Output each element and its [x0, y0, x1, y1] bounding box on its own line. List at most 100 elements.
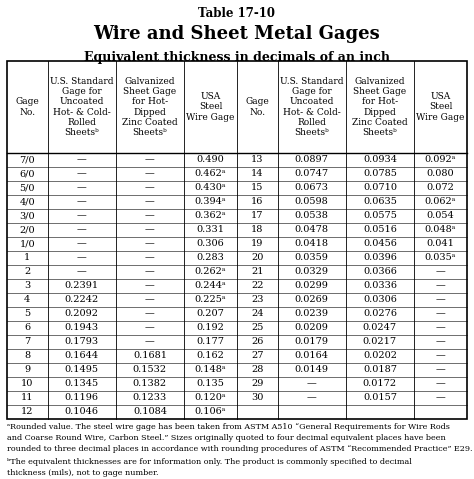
- Text: 2: 2: [24, 267, 30, 276]
- Text: —: —: [307, 379, 317, 388]
- Text: 13: 13: [251, 156, 264, 164]
- Text: 0.148ᵃ: 0.148ᵃ: [195, 365, 226, 375]
- Text: —: —: [436, 379, 446, 388]
- Text: 22: 22: [251, 282, 264, 290]
- Text: 24: 24: [251, 309, 264, 319]
- Text: —: —: [77, 253, 87, 262]
- Text: 0.1681: 0.1681: [133, 352, 167, 361]
- Text: 17: 17: [251, 212, 264, 220]
- Text: 16: 16: [251, 197, 264, 206]
- Text: 0.1084: 0.1084: [133, 408, 167, 417]
- Text: 0.394ᵃ: 0.394ᵃ: [195, 197, 226, 206]
- Text: U.S. Standard
Gage for
Uncoated
Hot- & Cold-
Rolled
Sheetsᵇ: U.S. Standard Gage for Uncoated Hot- & C…: [50, 78, 113, 137]
- Text: 0.106ᵃ: 0.106ᵃ: [195, 408, 226, 417]
- Text: 0.2391: 0.2391: [64, 282, 99, 290]
- Text: USA
Steel
Wire Gage: USA Steel Wire Gage: [186, 92, 235, 122]
- Text: and Coarse Round Wire, Carbon Steel.” Sizes originally quoted to four decimal eq: and Coarse Round Wire, Carbon Steel.” Si…: [7, 434, 446, 442]
- Text: 0.1046: 0.1046: [64, 408, 99, 417]
- Text: Gage
No.: Gage No.: [16, 97, 39, 116]
- Text: 0.0710: 0.0710: [363, 183, 397, 193]
- Text: 7/0: 7/0: [19, 156, 35, 164]
- Text: 30: 30: [251, 394, 264, 402]
- Text: —: —: [436, 309, 446, 319]
- Text: 4/0: 4/0: [19, 197, 35, 206]
- Text: 0.0478: 0.0478: [295, 226, 328, 235]
- Text: 0.0635: 0.0635: [363, 197, 397, 206]
- Text: 6/0: 6/0: [19, 170, 35, 179]
- Text: 0.0516: 0.0516: [363, 226, 397, 235]
- Text: 25: 25: [251, 323, 264, 332]
- Text: 2/0: 2/0: [19, 226, 35, 235]
- Text: 28: 28: [251, 365, 264, 375]
- Text: —: —: [77, 226, 87, 235]
- Text: 0.0396: 0.0396: [363, 253, 397, 262]
- Text: 0.0217: 0.0217: [363, 338, 397, 346]
- Text: 0.1793: 0.1793: [64, 338, 99, 346]
- Text: 0.2242: 0.2242: [64, 296, 99, 305]
- Text: 0.0747: 0.0747: [295, 170, 329, 179]
- Text: 0.0934: 0.0934: [363, 156, 397, 164]
- Text: 0.0366: 0.0366: [363, 267, 397, 276]
- Text: 0.0157: 0.0157: [363, 394, 397, 402]
- Text: 21: 21: [251, 267, 264, 276]
- Text: —: —: [77, 197, 87, 206]
- Text: 0.225ᵃ: 0.225ᵃ: [195, 296, 226, 305]
- Text: 0.0269: 0.0269: [295, 296, 328, 305]
- Text: Galvanized
Sheet Gage
for Hot-
Dipped
Zinc Coated
Sheetsᵇ: Galvanized Sheet Gage for Hot- Dipped Zi…: [122, 78, 178, 137]
- Text: —: —: [436, 282, 446, 290]
- Text: —: —: [145, 240, 155, 249]
- Text: 0.0359: 0.0359: [295, 253, 328, 262]
- Text: —: —: [436, 267, 446, 276]
- Text: 29: 29: [251, 379, 264, 388]
- Text: —: —: [436, 296, 446, 305]
- Text: 0.1345: 0.1345: [64, 379, 99, 388]
- Text: 0.048ᵃ: 0.048ᵃ: [425, 226, 456, 235]
- Text: 0.0575: 0.0575: [363, 212, 397, 220]
- Text: 0.0239: 0.0239: [295, 309, 328, 319]
- Text: 0.0897: 0.0897: [295, 156, 328, 164]
- Text: —: —: [436, 394, 446, 402]
- Bar: [7, 61, 467, 419]
- Text: 3/0: 3/0: [19, 212, 35, 220]
- Text: —: —: [436, 352, 446, 361]
- Text: —: —: [77, 170, 87, 179]
- Text: Gage
No.: Gage No.: [246, 97, 269, 116]
- Text: —: —: [436, 338, 446, 346]
- Text: Galvanized
Sheet Gage
for Hot-
Dipped
Zinc Coated
Sheetsᵇ: Galvanized Sheet Gage for Hot- Dipped Zi…: [352, 78, 408, 137]
- Text: 5: 5: [24, 309, 30, 319]
- Text: —: —: [145, 197, 155, 206]
- Text: 0.0456: 0.0456: [363, 240, 397, 249]
- Text: 0.1382: 0.1382: [133, 379, 167, 388]
- Text: 0.0418: 0.0418: [295, 240, 328, 249]
- Text: —: —: [77, 212, 87, 220]
- Text: 0.0276: 0.0276: [363, 309, 397, 319]
- Text: —: —: [145, 323, 155, 332]
- Text: 0.0336: 0.0336: [363, 282, 397, 290]
- Text: 0.207: 0.207: [197, 309, 224, 319]
- Text: 18: 18: [251, 226, 264, 235]
- Text: 0.1532: 0.1532: [133, 365, 167, 375]
- Text: rounded to three decimal places in accordance with rounding procedures of ASTM “: rounded to three decimal places in accor…: [7, 445, 473, 453]
- Text: 0.1233: 0.1233: [133, 394, 167, 402]
- Text: thickness (mils), not to gage number.: thickness (mils), not to gage number.: [7, 469, 158, 477]
- Text: 0.092ᵃ: 0.092ᵃ: [425, 156, 456, 164]
- Text: 0.177: 0.177: [197, 338, 225, 346]
- Text: —: —: [145, 309, 155, 319]
- Text: —: —: [145, 156, 155, 164]
- Text: ᵃRounded value. The steel wire gage has been taken from ASTM A510 “General Requi: ᵃRounded value. The steel wire gage has …: [7, 423, 450, 431]
- Text: 15: 15: [251, 183, 264, 193]
- Text: —: —: [145, 212, 155, 220]
- Text: 0.0202: 0.0202: [363, 352, 397, 361]
- Text: 0.490: 0.490: [197, 156, 224, 164]
- Text: —: —: [145, 183, 155, 193]
- Text: 0.0172: 0.0172: [363, 379, 397, 388]
- Text: —: —: [307, 394, 317, 402]
- Text: 0.1495: 0.1495: [64, 365, 99, 375]
- Text: 0.0164: 0.0164: [295, 352, 328, 361]
- Text: 5/0: 5/0: [19, 183, 35, 193]
- Text: 20: 20: [251, 253, 264, 262]
- Text: 0.035ᵃ: 0.035ᵃ: [425, 253, 456, 262]
- Text: —: —: [145, 282, 155, 290]
- Text: 0.283: 0.283: [197, 253, 224, 262]
- Text: —: —: [145, 253, 155, 262]
